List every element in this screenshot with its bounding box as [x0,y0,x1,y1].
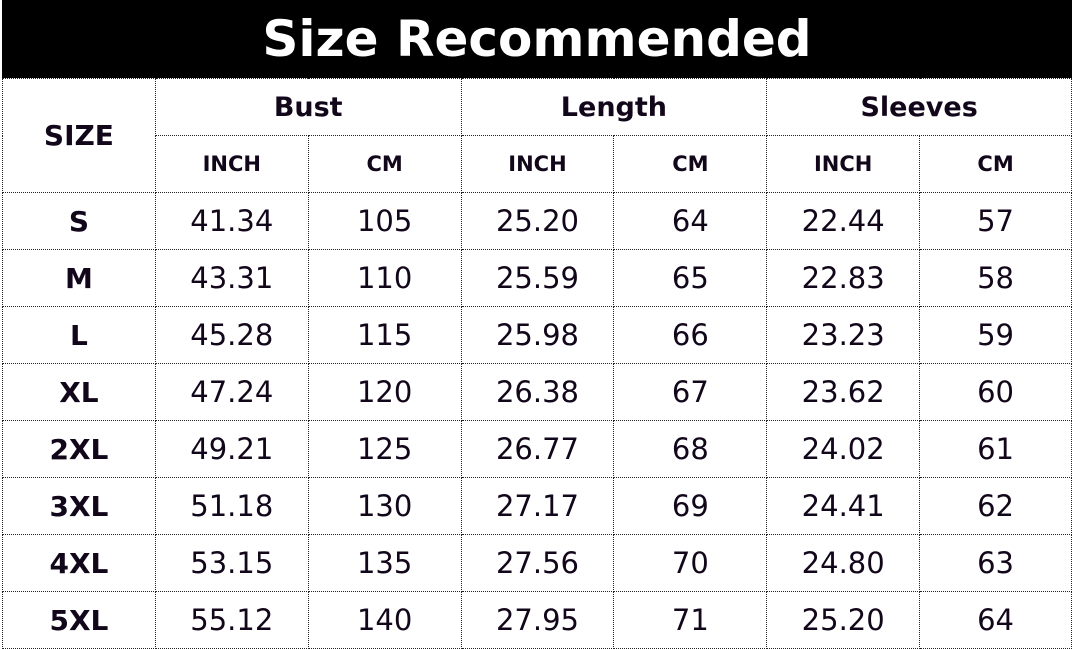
measurement-cell: 24.41 [766,477,921,535]
size-label: L [2,306,156,364]
unit-header: CM [919,135,1072,193]
table-row: 2XL 49.21 125 26.77 68 24.02 61 [2,420,1072,478]
measurement-cell: 25.59 [460,249,615,307]
measurement-cell: 26.38 [460,363,615,421]
measurement-cell: 69 [613,477,768,535]
measurement-cell: 25.20 [460,192,615,250]
measurement-cell: 47.24 [154,363,309,421]
table-row: 5XL 55.12 140 27.95 71 25.20 64 [2,591,1072,649]
size-table: SIZE Bust Length Sleeves INCH CM INCH CM… [2,78,1072,649]
measurement-cell: 25.20 [766,591,921,649]
chart-title: Size Recommended [2,0,1072,78]
measurement-cell: 62 [919,477,1072,535]
measurement-cell: 22.83 [766,249,921,307]
table-row: 3XL 51.18 130 27.17 69 24.41 62 [2,477,1072,535]
measurement-cell: 135 [307,534,462,592]
measurement-cell: 25.98 [460,306,615,364]
measurement-cell: 24.80 [766,534,921,592]
sleeves-header: Sleeves [766,78,1072,136]
measurement-cell: 27.17 [460,477,615,535]
size-label: S [2,192,156,250]
measurement-cell: 71 [613,591,768,649]
table-row: 4XL 53.15 135 27.56 70 24.80 63 [2,534,1072,592]
measurement-cell: 58 [919,249,1072,307]
measurement-cell: 45.28 [154,306,309,364]
unit-header: INCH [766,135,921,193]
header-row-units: INCH CM INCH CM INCH CM [3,135,1072,193]
measurement-cell: 26.77 [460,420,615,478]
measurement-cell: 41.34 [154,192,309,250]
bust-header: Bust [154,78,462,136]
measurement-cell: 53.15 [154,534,309,592]
measurement-cell: 115 [307,306,462,364]
measurement-cell: 57 [919,192,1072,250]
unit-header: INCH [460,135,615,193]
size-label: 4XL [2,534,156,592]
measurement-cell: 65 [613,249,768,307]
measurement-cell: 60 [919,363,1072,421]
measurement-cell: 63 [919,534,1072,592]
measurement-cell: 55.12 [154,591,309,649]
unit-header: CM [307,135,462,193]
measurement-cell: 22.44 [766,192,921,250]
size-label: 5XL [2,591,156,649]
size-label: 2XL [2,420,156,478]
table-row: XL 47.24 120 26.38 67 23.62 60 [2,363,1072,421]
unit-header: INCH [154,135,309,193]
table-row: S 41.34 105 25.20 64 22.44 57 [2,192,1072,250]
measurement-cell: 110 [307,249,462,307]
size-header: SIZE [2,78,156,193]
measurement-cell: 23.62 [766,363,921,421]
measurement-cell: 125 [307,420,462,478]
size-label: M [2,249,156,307]
table-row: M 43.31 110 25.59 65 22.83 58 [2,249,1072,307]
length-header: Length [460,78,768,136]
measurement-cell: 130 [307,477,462,535]
unit-header: CM [613,135,768,193]
measurement-cell: 70 [613,534,768,592]
measurement-cell: 27.95 [460,591,615,649]
measurement-cell: 105 [307,192,462,250]
measurement-cell: 49.21 [154,420,309,478]
measurement-cell: 66 [613,306,768,364]
measurement-cell: 67 [613,363,768,421]
measurement-cell: 43.31 [154,249,309,307]
measurement-cell: 64 [919,591,1072,649]
measurement-cell: 27.56 [460,534,615,592]
measurement-cell: 24.02 [766,420,921,478]
measurement-cell: 51.18 [154,477,309,535]
measurement-cell: 120 [307,363,462,421]
measurement-cell: 23.23 [766,306,921,364]
table-row: L 45.28 115 25.98 66 23.23 59 [2,306,1072,364]
measurement-cell: 140 [307,591,462,649]
measurement-cell: 59 [919,306,1072,364]
measurement-cell: 61 [919,420,1072,478]
header-row-groups: SIZE Bust Length Sleeves [2,78,1072,193]
size-label: 3XL [2,477,156,535]
measurement-cell: 68 [613,420,768,478]
size-label: XL [2,363,156,421]
measurement-cell: 64 [613,192,768,250]
